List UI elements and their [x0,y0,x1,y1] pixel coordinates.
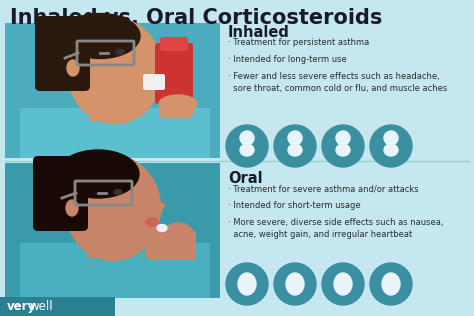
Circle shape [288,131,302,145]
Ellipse shape [157,224,167,232]
Text: · Intended for short-term usage: · Intended for short-term usage [228,201,361,210]
Circle shape [274,263,316,305]
Ellipse shape [60,14,140,58]
FancyBboxPatch shape [0,297,115,316]
Ellipse shape [167,104,176,118]
Ellipse shape [175,234,183,246]
Ellipse shape [384,144,398,156]
Circle shape [226,125,268,167]
Ellipse shape [159,234,167,246]
Text: · Treatment for persistent asthma: · Treatment for persistent asthma [228,38,369,47]
FancyBboxPatch shape [143,74,165,90]
Circle shape [336,131,350,145]
Circle shape [226,263,268,305]
FancyBboxPatch shape [20,108,210,158]
Ellipse shape [116,50,124,54]
Ellipse shape [65,155,161,260]
Polygon shape [152,204,165,216]
Polygon shape [155,68,168,78]
Circle shape [370,125,412,167]
FancyBboxPatch shape [35,16,90,91]
Ellipse shape [146,217,158,227]
Ellipse shape [183,104,192,118]
Ellipse shape [66,200,78,216]
Circle shape [370,263,412,305]
Ellipse shape [67,19,163,124]
Ellipse shape [336,144,350,156]
FancyBboxPatch shape [160,37,188,51]
FancyBboxPatch shape [33,156,88,231]
FancyBboxPatch shape [155,43,193,104]
Ellipse shape [175,104,184,118]
Circle shape [274,125,316,167]
Circle shape [240,131,254,145]
Ellipse shape [334,273,352,295]
Text: well: well [30,300,54,313]
Ellipse shape [57,150,139,198]
FancyBboxPatch shape [5,23,220,158]
Ellipse shape [286,273,304,295]
Ellipse shape [167,234,175,246]
Ellipse shape [238,273,256,295]
FancyBboxPatch shape [5,163,220,298]
Ellipse shape [183,234,191,246]
Circle shape [322,263,364,305]
Text: · Treatment for severe asthma and/or attacks: · Treatment for severe asthma and/or att… [228,184,419,193]
Ellipse shape [382,273,400,295]
FancyBboxPatch shape [90,96,120,121]
Text: Oral: Oral [228,171,263,186]
Ellipse shape [288,144,302,156]
Ellipse shape [159,95,197,113]
Circle shape [322,125,364,167]
Ellipse shape [67,60,79,76]
FancyBboxPatch shape [88,230,118,258]
Text: very: very [7,300,36,313]
Ellipse shape [149,80,161,88]
Ellipse shape [159,104,168,118]
Text: · Intended for long-term use: · Intended for long-term use [228,55,347,64]
FancyBboxPatch shape [20,243,210,298]
Ellipse shape [240,144,254,156]
FancyBboxPatch shape [146,230,196,260]
Ellipse shape [163,223,193,245]
Ellipse shape [114,190,122,195]
Circle shape [384,131,398,145]
Text: · Fewer and less severe effects such as headache,
  sore throat, common cold or : · Fewer and less severe effects such as … [228,72,447,93]
Text: Inhaled: Inhaled [228,25,290,40]
Text: · More severe, diverse side effects such as nausea,
  acne, weight gain, and irr: · More severe, diverse side effects such… [228,218,444,239]
Text: Inhaled vs. Oral Corticosteroids: Inhaled vs. Oral Corticosteroids [10,8,383,28]
